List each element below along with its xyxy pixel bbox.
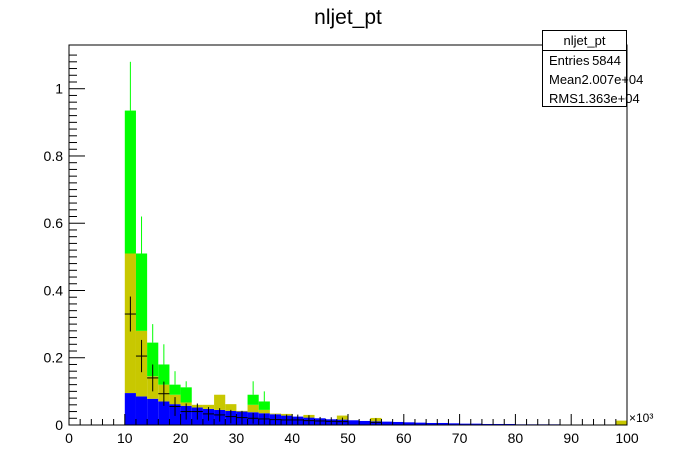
y-tick-label: 0 [55,417,63,433]
stats-box: nljet_pt Entries 5844 Mean 2.007e+04 RMS… [542,30,643,108]
bar-segment [135,396,148,425]
bar-segment [459,423,471,425]
bar-segment [247,404,259,413]
y-axis: 0 0.2 0.4 0.6 0.8 1 [44,54,85,433]
bar-segment [504,423,516,425]
stats-box-title: nljet_pt [543,31,626,51]
x-tick-label: 10 [117,430,133,446]
x-tick-label: 60 [396,430,412,446]
stats-label: Mean [549,72,582,87]
bar-segment [214,394,226,410]
stats-label: Entries [549,53,590,68]
x-tick-label: 80 [508,430,524,446]
bar-segment [269,413,282,415]
bar-segment [147,342,159,377]
bar-segment [403,422,415,425]
error-bars [129,61,265,402]
bar-segment [470,423,482,425]
bar-segment [135,253,148,331]
bar-segment [392,421,404,425]
bar-segment [414,422,427,425]
y-tick-label: 0.8 [44,148,64,164]
y-tick-label: 0.4 [44,282,64,298]
bar-segment [426,422,438,425]
x-tick-label: 70 [452,430,468,446]
stats-value: 5844 [592,53,621,68]
bar-segment [481,423,494,425]
histogram-bars [124,110,627,425]
bar-segment [225,404,237,411]
bar-segment [615,420,627,425]
stats-row-mean: Mean 2.007e+04 [543,70,643,89]
bar-segment [348,420,360,425]
bar-segment [359,420,371,425]
x-tick-label: 0 [65,430,73,446]
bar-segment [202,404,215,409]
bar-segment [437,422,449,425]
y-tick-label: 1 [55,81,63,97]
stats-row-entries: Entries 5844 [543,51,626,70]
x-tick-label: 40 [284,430,300,446]
stats-value: 1.363e+04 [577,91,640,106]
bar-segment [258,401,270,410]
data-points [124,296,382,425]
y-tick-label: 0.2 [44,350,64,366]
x-tick-label: 90 [563,430,579,446]
bar-segment [381,421,393,425]
stats-label: RMS [549,91,578,106]
chart-title: nljet_pt [314,6,382,29]
x-tick-label: 100 [615,430,639,446]
bar-segment [448,423,460,425]
x-axis: 0 10 20 30 40 50 60 70 80 90 100 [65,414,639,446]
bar-segment [493,423,505,425]
bar-segment [124,110,136,254]
x-tick-label: 50 [340,430,356,446]
bar-segment [124,393,136,425]
bar-segment [158,364,170,385]
bar-segment [258,409,270,414]
bar-segment [158,401,170,425]
bar-segment [169,384,181,395]
bar-segment [147,398,159,425]
x-tick-label: 20 [173,430,189,446]
y-tick-label: 0.6 [44,215,64,231]
bar-segment [180,387,192,403]
stats-value: 2.007e+04 [581,72,644,87]
x-axis-multiplier: ×10³ [629,411,653,425]
bar-segment [247,394,259,405]
stats-row-rms: RMS 1.363e+04 [543,89,640,108]
x-tick-label: 30 [229,430,245,446]
